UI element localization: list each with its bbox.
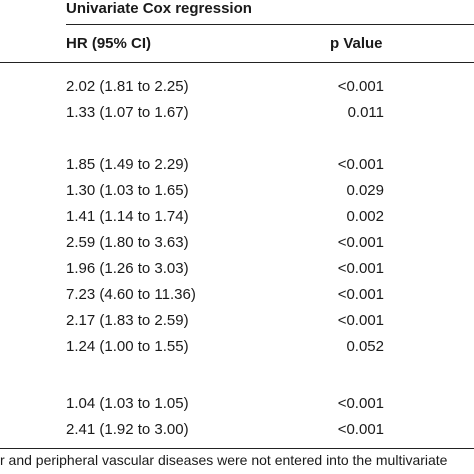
table-row: 1.24 (1.00 to 1.55) 0.052 bbox=[0, 338, 474, 364]
p-value-cell: <0.001 bbox=[337, 260, 384, 277]
p-value-cell: <0.001 bbox=[337, 234, 384, 251]
hr-cell: 2.59 (1.80 to 3.63) bbox=[66, 234, 189, 251]
header-rule bbox=[0, 62, 474, 63]
table-row: 1.33 (1.07 to 1.67) 0.011 bbox=[0, 104, 474, 130]
column-header-hr: HR (95% CI) bbox=[66, 35, 152, 52]
table-row: 2.41 (1.92 to 3.00) <0.001 bbox=[0, 421, 474, 447]
table-row: 1.30 (1.03 to 1.65) 0.029 bbox=[0, 182, 474, 208]
hr-cell: 1.41 (1.14 to 1.74) bbox=[66, 208, 189, 225]
hr-cell: 2.02 (1.81 to 2.25) bbox=[66, 78, 189, 95]
table-row: 2.17 (1.83 to 2.59) <0.001 bbox=[0, 312, 474, 338]
table-footnote: r and peripheral vascular diseases were … bbox=[0, 452, 448, 468]
hr-cell: 1.30 (1.03 to 1.65) bbox=[66, 182, 189, 199]
p-value-cell: 0.002 bbox=[346, 208, 384, 225]
hr-cell: 7.23 (4.60 to 11.36) bbox=[66, 286, 196, 303]
p-value-cell: <0.001 bbox=[337, 421, 384, 438]
p-value-cell: <0.001 bbox=[337, 395, 384, 412]
p-value-cell: <0.001 bbox=[337, 156, 384, 173]
group-title: Univariate Cox regression bbox=[66, 0, 252, 17]
hr-cell: 1.24 (1.00 to 1.55) bbox=[66, 338, 189, 355]
table-bottom-rule bbox=[0, 448, 474, 449]
p-value-cell: 0.029 bbox=[346, 182, 384, 199]
table-row: 1.41 (1.14 to 1.74) 0.002 bbox=[0, 208, 474, 234]
p-value-cell: <0.001 bbox=[337, 286, 384, 303]
p-value-cell: 0.011 bbox=[347, 104, 384, 121]
table-row: 1.85 (1.49 to 2.29) <0.001 bbox=[0, 156, 474, 182]
p-value-cell: <0.001 bbox=[337, 312, 384, 329]
p-value-cell: 0.052 bbox=[346, 338, 384, 355]
table-row: 7.23 (4.60 to 11.36) <0.001 bbox=[0, 286, 474, 312]
hr-cell: 2.17 (1.83 to 2.59) bbox=[66, 312, 189, 329]
hr-cell: 1.85 (1.49 to 2.29) bbox=[66, 156, 189, 173]
p-value-cell: <0.001 bbox=[337, 78, 384, 95]
hr-cell: 1.04 (1.03 to 1.05) bbox=[66, 395, 189, 412]
table-row: 1.96 (1.26 to 3.03) <0.001 bbox=[0, 260, 474, 286]
table-row: 2.02 (1.81 to 2.25) <0.001 bbox=[0, 78, 474, 104]
group-underline bbox=[66, 24, 474, 25]
hr-cell: 2.41 (1.92 to 3.00) bbox=[66, 421, 189, 438]
column-header-p-value: p Value bbox=[330, 35, 383, 52]
table-row: 2.59 (1.80 to 3.63) <0.001 bbox=[0, 234, 474, 260]
hr-cell: 1.96 (1.26 to 3.03) bbox=[66, 260, 189, 277]
hr-cell: 1.33 (1.07 to 1.67) bbox=[66, 104, 189, 121]
table-row: 1.04 (1.03 to 1.05) <0.001 bbox=[0, 395, 474, 421]
